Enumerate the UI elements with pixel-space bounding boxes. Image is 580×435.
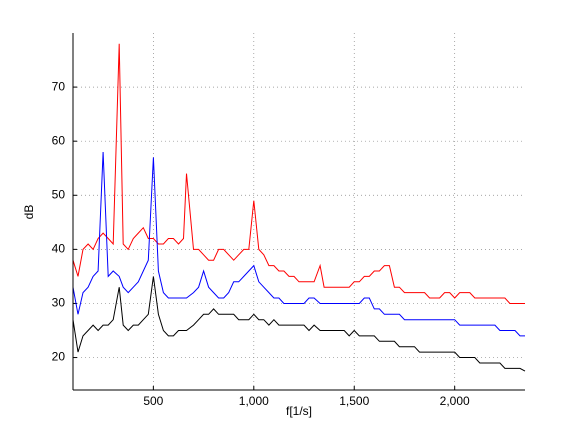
- y-tick-label: 50: [52, 187, 66, 201]
- y-axis-label: dB: [22, 205, 36, 220]
- x-tick-label: 2,000: [440, 394, 470, 408]
- series-line: [72, 43, 525, 304]
- x-tick-label: 1,000: [239, 394, 269, 408]
- x-tick-label: 1,500: [339, 394, 369, 408]
- x-axis-label: f[1/s]: [286, 404, 312, 418]
- y-tick-label: 70: [52, 79, 66, 93]
- x-tick-label: 500: [143, 394, 163, 408]
- series-line: [72, 276, 526, 372]
- y-tick-label: 40: [52, 242, 66, 256]
- series-line: [72, 151, 525, 337]
- y-tick-label: 30: [52, 296, 66, 310]
- y-tick-label: 20: [52, 350, 66, 364]
- y-tick-label: 60: [52, 133, 66, 147]
